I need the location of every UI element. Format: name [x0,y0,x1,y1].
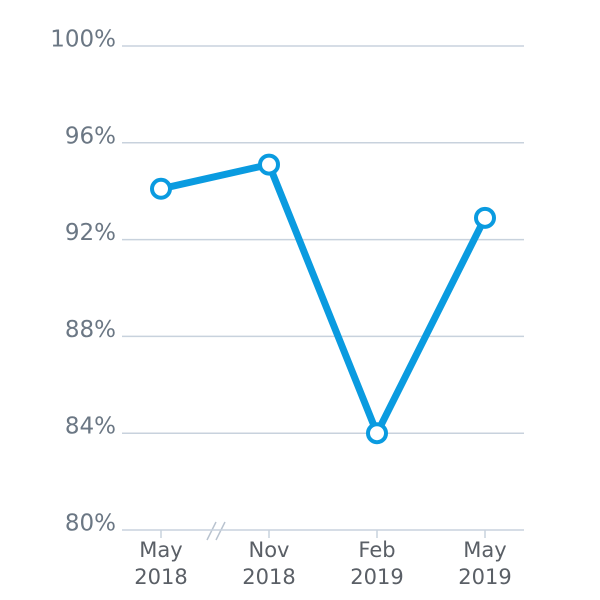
y-tick-label: 88% [65,317,116,343]
point [150,177,172,200]
point [258,153,280,176]
axis-break [206,521,217,541]
x-tick-label: Feb 2019 [350,538,404,589]
y-tick-label: 100% [50,27,116,53]
y-tick-label: 92% [65,220,116,246]
y-tick-label: 96% [65,123,116,149]
x-tick-label: Nov 2018 [242,538,296,589]
point [366,422,388,445]
y-tick-label: 80% [65,511,116,537]
y-tick-label: 84% [65,414,116,440]
x-tick-label: May 2018 [134,538,188,589]
line [160,161,489,437]
x-tick-label: May 2019 [458,538,512,589]
point [474,206,496,229]
axis-break [215,521,226,541]
